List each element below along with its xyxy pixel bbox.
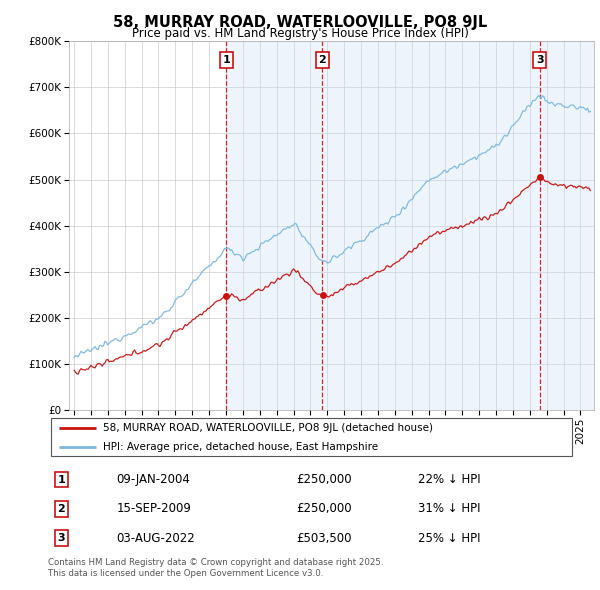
Text: 3: 3 (536, 55, 544, 65)
Text: £250,000: £250,000 (296, 502, 352, 516)
Text: 1: 1 (58, 474, 65, 484)
FancyBboxPatch shape (50, 418, 572, 457)
Bar (322, 41, 539, 410)
Text: Price paid vs. HM Land Registry's House Price Index (HPI): Price paid vs. HM Land Registry's House … (131, 27, 469, 40)
Text: 03-AUG-2022: 03-AUG-2022 (116, 532, 196, 545)
Text: 1: 1 (223, 55, 230, 65)
Text: Contains HM Land Registry data © Crown copyright and database right 2025.
This d: Contains HM Land Registry data © Crown c… (48, 558, 383, 578)
Text: 09-JAN-2004: 09-JAN-2004 (116, 473, 191, 486)
Text: £250,000: £250,000 (296, 473, 352, 486)
Text: 22% ↓ HPI: 22% ↓ HPI (418, 473, 480, 486)
Text: 2: 2 (319, 55, 326, 65)
Text: 31% ↓ HPI: 31% ↓ HPI (418, 502, 480, 516)
Text: 15-SEP-2009: 15-SEP-2009 (116, 502, 191, 516)
Bar (539, 41, 594, 410)
Bar (226, 41, 322, 410)
Text: 2: 2 (58, 504, 65, 514)
Text: 25% ↓ HPI: 25% ↓ HPI (418, 532, 480, 545)
Text: 3: 3 (58, 533, 65, 543)
Text: 58, MURRAY ROAD, WATERLOOVILLE, PO8 9JL (detached house): 58, MURRAY ROAD, WATERLOOVILLE, PO8 9JL … (103, 424, 433, 434)
Text: £503,500: £503,500 (296, 532, 352, 545)
Text: 58, MURRAY ROAD, WATERLOOVILLE, PO8 9JL: 58, MURRAY ROAD, WATERLOOVILLE, PO8 9JL (113, 15, 487, 30)
Text: HPI: Average price, detached house, East Hampshire: HPI: Average price, detached house, East… (103, 442, 379, 452)
